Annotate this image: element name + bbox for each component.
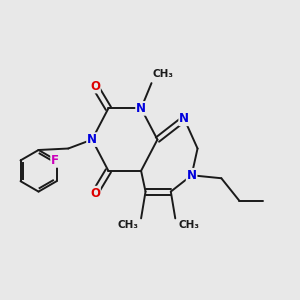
Text: CH₃: CH₃ xyxy=(178,220,199,230)
Text: CH₃: CH₃ xyxy=(153,69,174,79)
Text: CH₃: CH₃ xyxy=(117,220,138,230)
Text: N: N xyxy=(136,102,146,115)
Text: N: N xyxy=(187,169,196,182)
Text: N: N xyxy=(179,112,189,125)
Text: F: F xyxy=(51,154,59,167)
Text: N: N xyxy=(87,133,97,146)
Text: O: O xyxy=(90,80,100,93)
Text: O: O xyxy=(90,187,100,200)
